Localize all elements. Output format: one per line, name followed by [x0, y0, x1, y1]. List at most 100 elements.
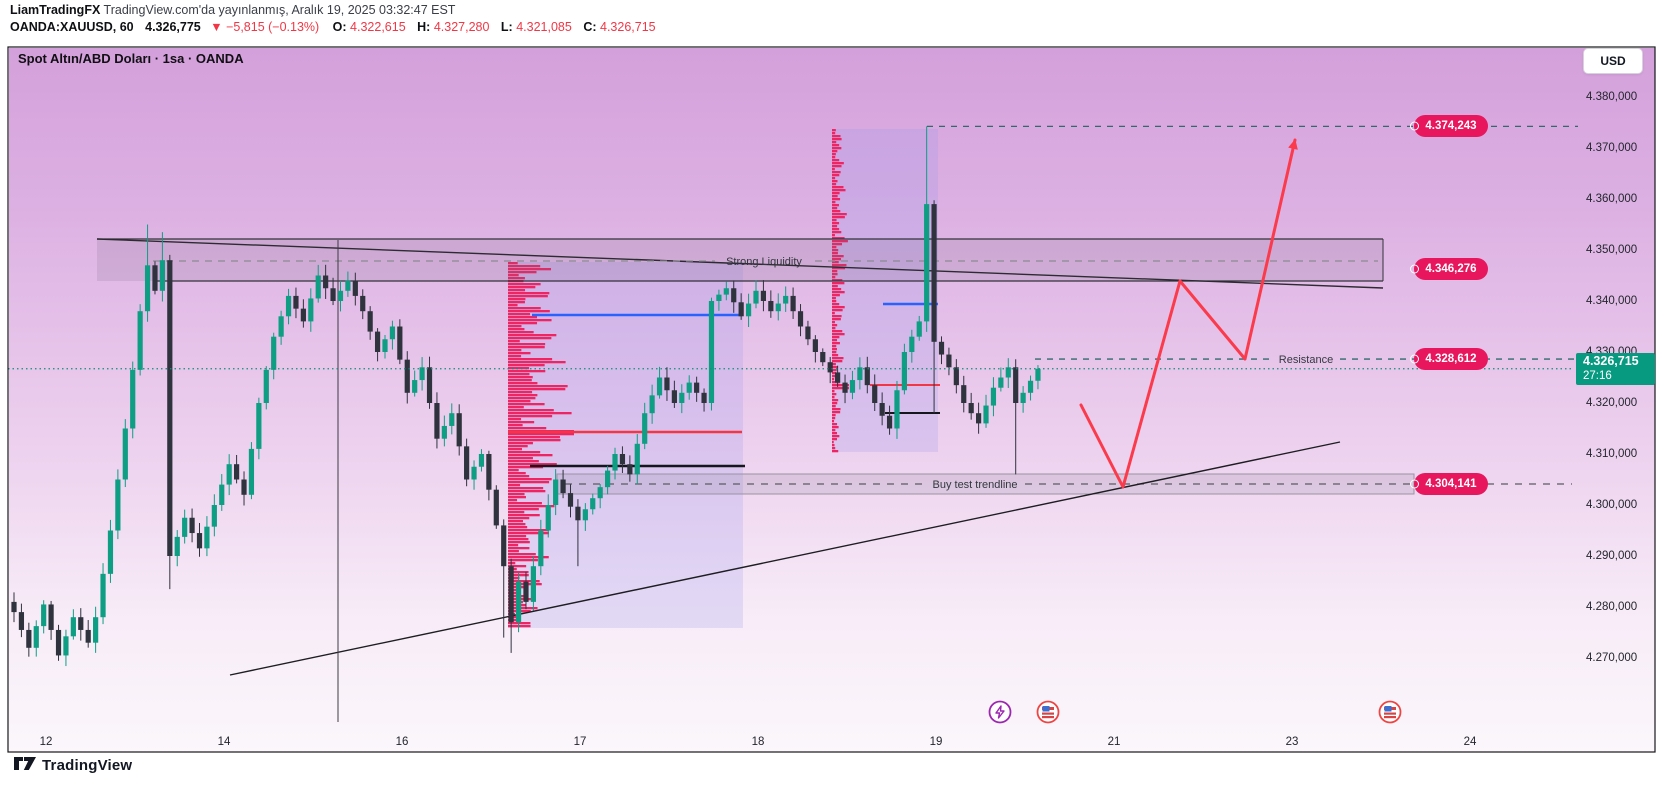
- volume-profile-bar: [508, 556, 549, 559]
- price-axis-label[interactable]: 4.280,000: [1586, 601, 1638, 613]
- candle-body: [182, 517, 188, 537]
- time-axis-label[interactable]: 19: [929, 736, 943, 748]
- candle-body: [271, 336, 277, 370]
- volume-profile-bar: [832, 144, 840, 147]
- volume-profile-bar: [832, 255, 844, 258]
- candle-body: [701, 392, 707, 403]
- volume-profile-bar: [508, 388, 566, 391]
- candle-body: [278, 316, 284, 337]
- volume-profile-bar: [508, 601, 523, 604]
- candle-body: [686, 382, 692, 393]
- price-axis-label[interactable]: 4.370,000: [1586, 142, 1638, 154]
- volume-profile-bar: [508, 382, 538, 385]
- candle-body: [634, 443, 640, 475]
- low-label: L:: [500, 20, 513, 34]
- bolt-icon[interactable]: [988, 700, 1012, 724]
- volume-profile-bar: [508, 580, 540, 583]
- tradingview-wordmark: TradingView: [42, 757, 133, 774]
- ascending-trendline: [229, 441, 1341, 676]
- price-axis-label[interactable]: 4.360,000: [1586, 193, 1638, 205]
- volume-profile-bar: [508, 352, 531, 355]
- price-level-badge[interactable]: 4.346,276: [1410, 257, 1488, 280]
- candle-body: [775, 303, 781, 312]
- price-level-badge[interactable]: 4.328,612: [1410, 348, 1488, 371]
- candle-body: [998, 377, 1004, 388]
- volume-profile-bar: [508, 331, 534, 334]
- volume-profile-bar: [832, 321, 835, 324]
- volume-profile-bar: [832, 225, 838, 228]
- volume-profile-bar: [832, 312, 835, 315]
- candle-body: [530, 566, 536, 602]
- volume-profile-bar: [832, 342, 840, 345]
- volume-profile-bar: [832, 306, 845, 309]
- volume-profile-bar: [832, 138, 842, 141]
- volume-profile-bar: [508, 262, 518, 265]
- candle-body: [968, 403, 974, 414]
- volume-profile-bar: [832, 288, 842, 291]
- volume-profile-bar: [508, 502, 542, 505]
- price-axis-label[interactable]: 4.310,000: [1586, 448, 1638, 460]
- price-axis-label[interactable]: 4.320,000: [1586, 397, 1638, 409]
- currency-toggle-button[interactable]: USD: [1583, 48, 1643, 74]
- volume-profile-bar: [832, 366, 838, 369]
- us-flag-icon[interactable]: [1378, 700, 1402, 724]
- candle-body: [642, 413, 648, 444]
- price-axis-label[interactable]: 4.270,000: [1586, 652, 1638, 664]
- volume-profile-bar: [832, 282, 845, 285]
- tradingview-logo[interactable]: TradingView: [14, 757, 132, 774]
- open-value: 4.322,615: [350, 20, 406, 34]
- candle-body: [434, 403, 440, 439]
- current-price-badge[interactable]: 4.326,715 27:16: [1576, 352, 1655, 385]
- candle-body: [671, 390, 677, 403]
- volume-profile-bar: [832, 345, 837, 348]
- time-axis-label[interactable]: 16: [395, 736, 409, 748]
- candle-body: [619, 454, 626, 465]
- time-axis-label[interactable]: 24: [1463, 736, 1477, 748]
- volume-profile-bar: [508, 508, 539, 511]
- time-axis-label[interactable]: 17: [573, 736, 587, 748]
- volume-profile-bar: [508, 487, 544, 490]
- candle-body: [41, 604, 47, 627]
- volume-profile-bar: [832, 414, 836, 417]
- volume-profile-bar: [832, 204, 839, 207]
- volume-profile-bar: [832, 132, 836, 135]
- candle-body: [708, 301, 715, 403]
- time-axis-label[interactable]: 14: [217, 736, 231, 748]
- price-level-badge[interactable]: 4.304,141: [1410, 472, 1488, 495]
- price-axis-label[interactable]: 4.300,000: [1586, 499, 1638, 511]
- line-anchor-dot: [1410, 479, 1419, 489]
- us-flag-icon[interactable]: [1036, 700, 1060, 724]
- line-anchor-dot: [1410, 264, 1419, 274]
- candle-body: [1020, 392, 1026, 403]
- candle-body: [797, 311, 804, 327]
- price-axis-label[interactable]: 4.340,000: [1586, 295, 1638, 307]
- volume-profile-bar: [508, 511, 525, 514]
- candle-body: [879, 403, 885, 416]
- volume-profile-bar: [508, 460, 539, 463]
- candle-body: [946, 354, 952, 368]
- time-axis-label[interactable]: 23: [1285, 736, 1299, 748]
- time-axis-label[interactable]: 12: [39, 736, 53, 748]
- volume-profile-bar: [508, 373, 530, 376]
- time-axis-label[interactable]: 21: [1107, 736, 1121, 748]
- candle-body: [70, 617, 76, 637]
- price-axis-label[interactable]: 4.380,000: [1586, 91, 1638, 103]
- time-axis-label[interactable]: 18: [751, 736, 765, 748]
- candle-body: [397, 326, 403, 360]
- volume-profile-bar: [832, 261, 839, 264]
- price-axis-label[interactable]: 4.350,000: [1586, 244, 1638, 256]
- volume-profile-bar: [508, 418, 522, 421]
- publish-info: TradingView.com'da yayınlanmış, Aralık 1…: [103, 3, 456, 17]
- candle-body: [152, 265, 158, 291]
- volume-profile-bar: [832, 339, 838, 342]
- volume-profile-bar: [832, 147, 842, 150]
- candle-body: [471, 466, 477, 480]
- price-axis-label[interactable]: 4.290,000: [1586, 550, 1638, 562]
- price-level-badge[interactable]: 4.374,243: [1410, 115, 1488, 138]
- bar-countdown: 27:16: [1583, 369, 1612, 382]
- candle-body: [575, 506, 581, 521]
- candle-body: [538, 530, 544, 567]
- volume-profile-bar: [508, 481, 550, 484]
- candle-body: [130, 369, 136, 429]
